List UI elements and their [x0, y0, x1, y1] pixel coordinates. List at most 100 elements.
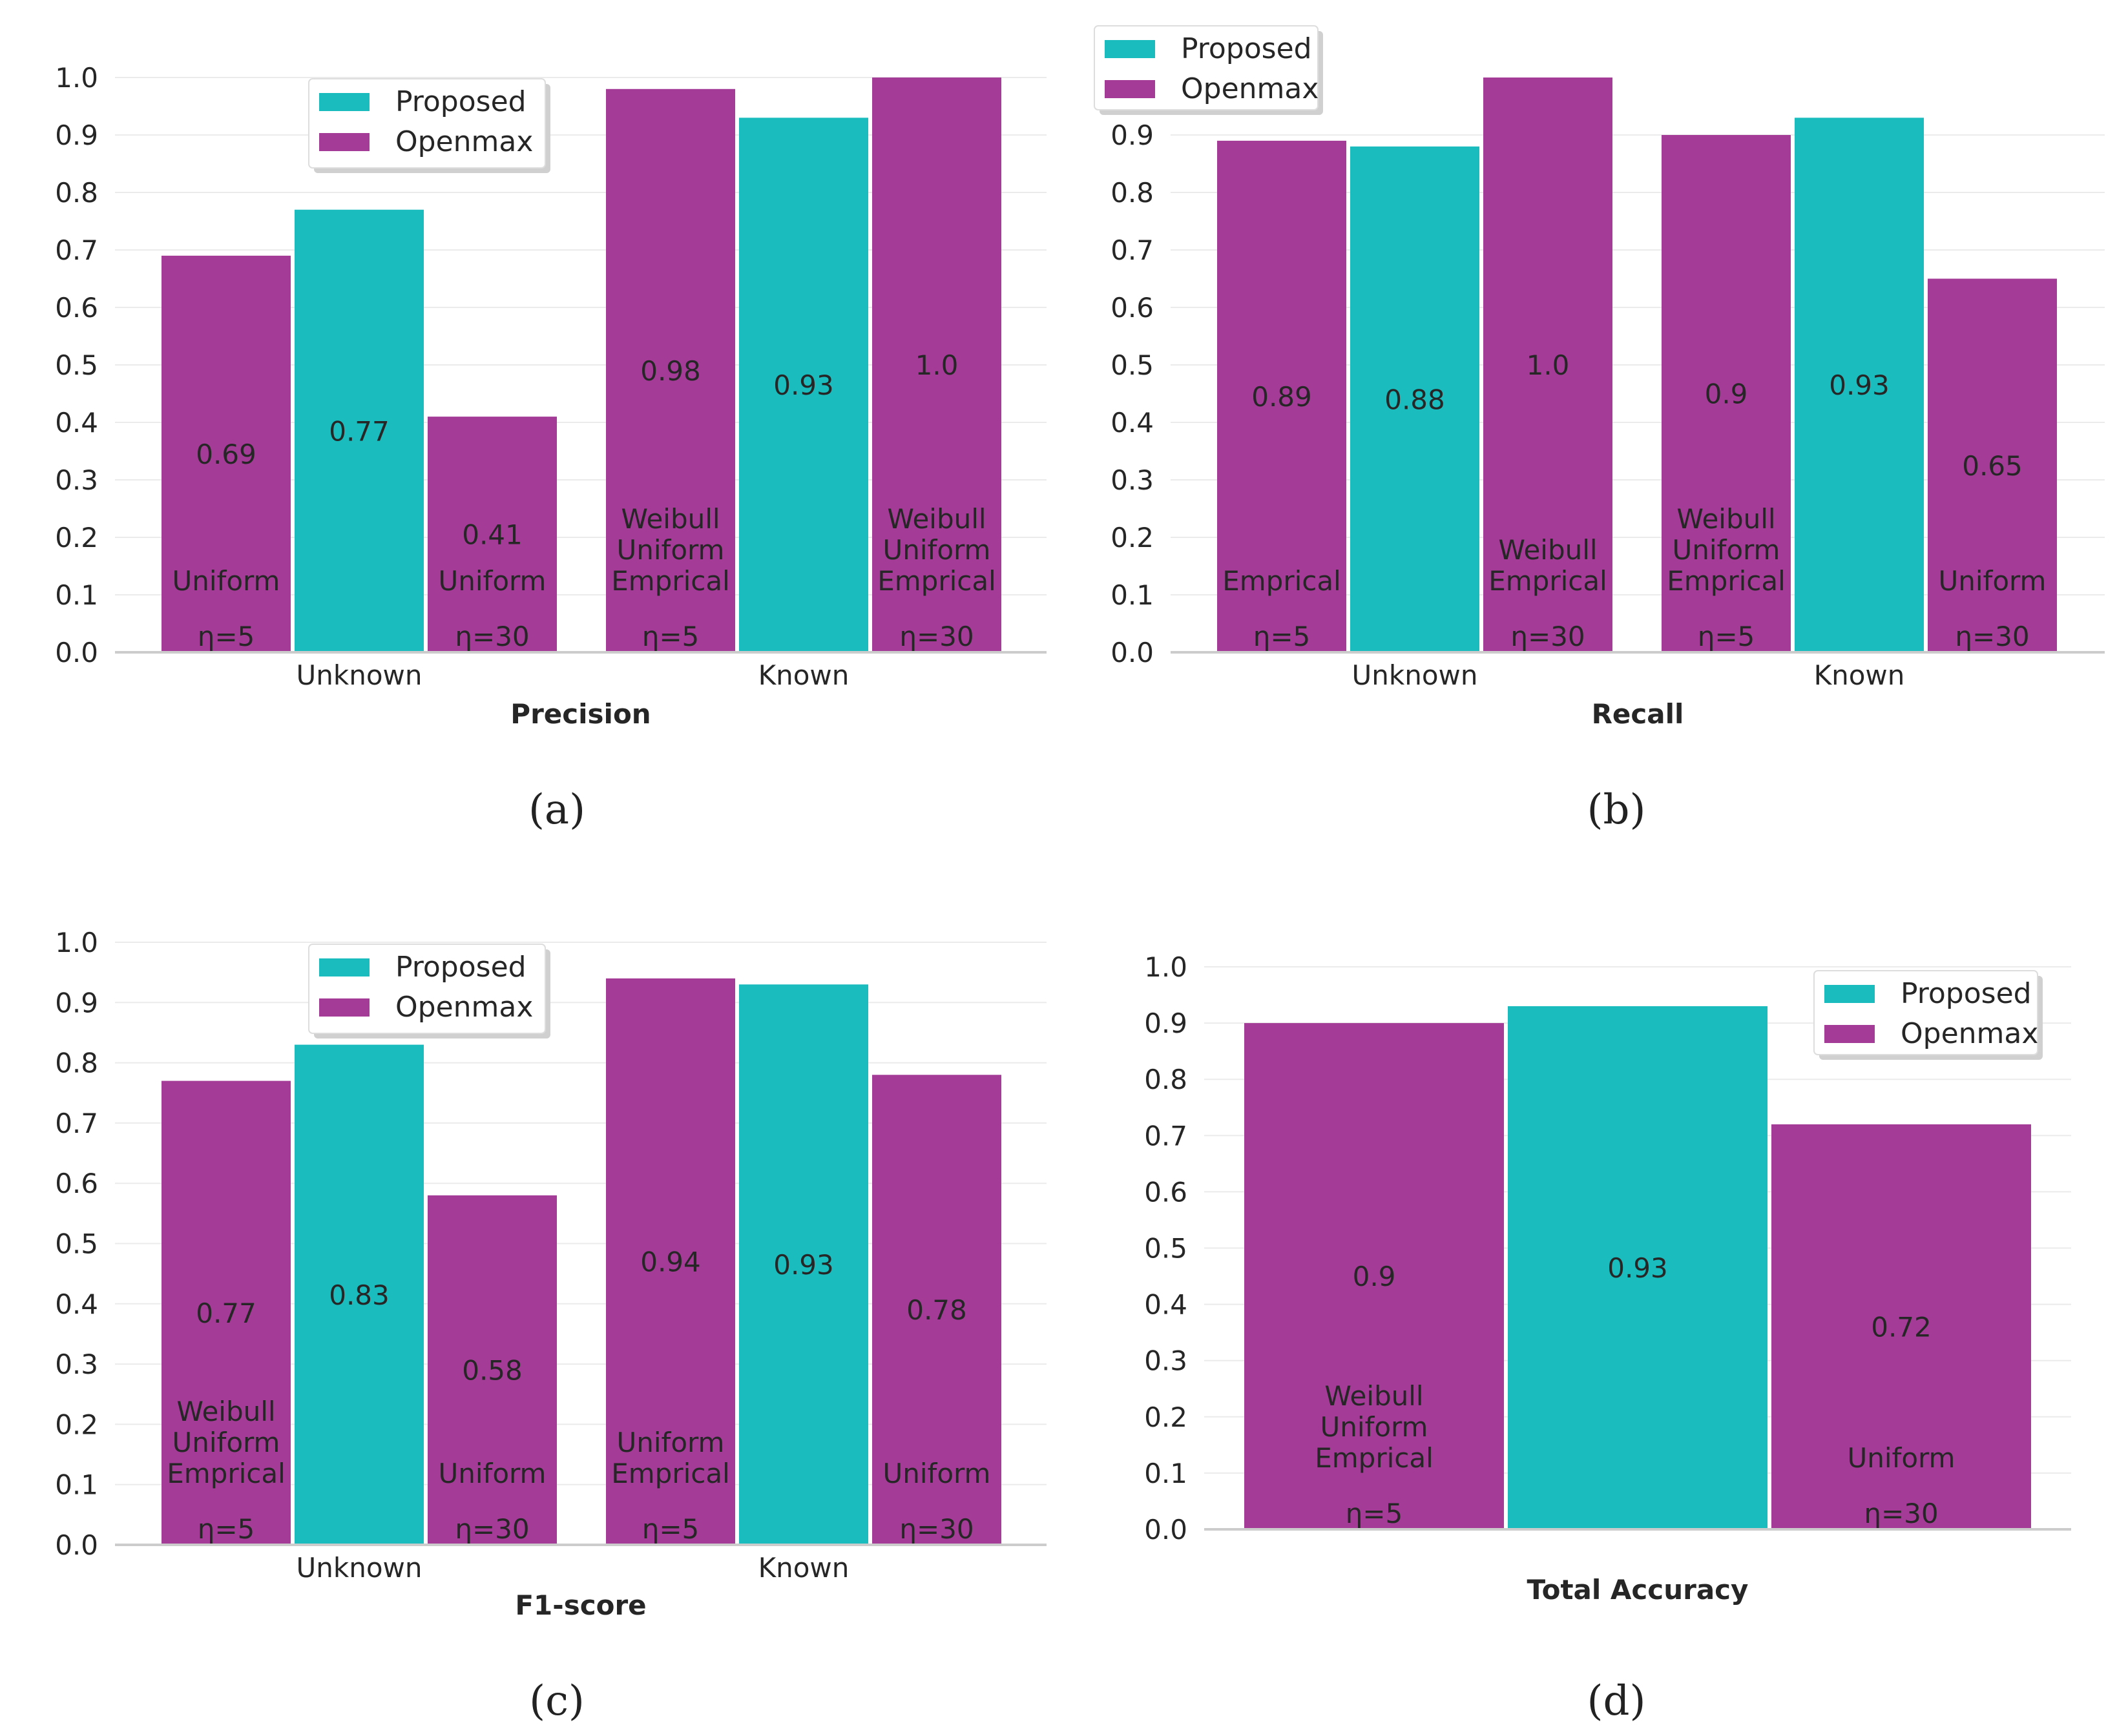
panel-caption: (b)	[1587, 786, 1646, 834]
bar-proposed	[295, 209, 424, 652]
y-tick-label: 0.1	[1144, 1458, 1187, 1489]
y-tick-label: 0.5	[1144, 1233, 1187, 1265]
y-tick-label: 0.8	[1144, 1064, 1187, 1095]
y-tick-label: 0.7	[55, 234, 98, 266]
legend: Proposed Openmax	[1813, 970, 2043, 1060]
bar-value-label: 0.83	[329, 1279, 390, 1311]
y-tick-label: 0.1	[55, 1469, 98, 1501]
bar-value-label: 0.9	[1705, 378, 1748, 410]
bar-proposed	[1795, 118, 1924, 653]
bar-value-label: 0.93	[1829, 369, 1890, 401]
bar-value-label: 0.72	[1871, 1311, 1932, 1343]
x-category-label: Unknown	[1352, 659, 1478, 691]
y-tick-label: 0.2	[55, 1409, 98, 1440]
bar-distribution-label: Emprical	[1222, 565, 1341, 597]
panel-caption: (a)	[528, 786, 585, 834]
y-tick-label: 0.0	[55, 1529, 98, 1561]
bar-distribution-label: Uniform	[439, 1458, 547, 1489]
y-tick-label: 0.1	[55, 579, 98, 611]
y-tick-label: 0.9	[1111, 119, 1154, 151]
y-tick-label: 0.1	[1111, 579, 1154, 611]
y-tick-label: 0.3	[55, 464, 98, 496]
bar-openmax	[428, 1195, 557, 1545]
bar-distribution-label: Weibull	[1498, 534, 1597, 566]
bar-distribution-label: Emprical	[877, 565, 996, 597]
bar-openmax	[872, 78, 1001, 652]
y-tick-label: 0.6	[1144, 1176, 1187, 1208]
y-tick-label: 0.9	[55, 119, 98, 151]
y-tick-label: 0.2	[55, 522, 98, 553]
bar-value-label: 0.78	[906, 1294, 967, 1326]
legend-swatch-openmax	[1824, 1025, 1875, 1043]
bar-distribution-label: Emprical	[167, 1458, 286, 1489]
bar-eta-label: η=30	[1510, 621, 1585, 652]
legend-label: Proposed	[395, 951, 527, 984]
bar-value-label: 0.65	[1962, 450, 2023, 482]
panel-caption: (c)	[529, 1677, 585, 1725]
y-tick-label: 0.4	[1111, 407, 1154, 439]
bar-eta-label: η=5	[1253, 621, 1311, 652]
bar-eta-label: η=30	[899, 1513, 974, 1545]
legend-label: Proposed	[395, 85, 527, 118]
bar-distribution-label: Uniform	[883, 534, 991, 566]
bar-openmax	[1662, 135, 1791, 652]
bar-proposed	[739, 118, 868, 653]
x-axis-label: F1-score	[515, 1589, 646, 1621]
bar-value-label: 1.0	[1527, 349, 1570, 381]
y-tick-label: 0.4	[55, 1288, 98, 1320]
y-tick-label: 0.7	[1111, 234, 1154, 266]
legend-swatch-proposed	[319, 958, 370, 976]
y-tick-label: 0.5	[55, 349, 98, 381]
x-axis-label: Recall	[1592, 698, 1684, 730]
legend-label: Openmax	[1901, 1017, 2038, 1050]
legend-label: Openmax	[1181, 72, 1319, 105]
bar-openmax	[1928, 278, 2057, 652]
bar-openmax	[606, 88, 735, 653]
bar-value-label: 0.89	[1251, 381, 1312, 413]
legend-swatch-openmax	[1105, 80, 1155, 98]
bar-distribution-label: Uniform	[1939, 565, 2047, 597]
bar-distribution-label: Weibull	[1324, 1380, 1423, 1412]
bar-eta-label: η=30	[1955, 621, 2029, 652]
y-tick-label: 0.6	[55, 1168, 98, 1199]
bar-value-label: 0.77	[329, 415, 390, 447]
legend-label: Openmax	[395, 125, 533, 158]
bar-eta-label: η=30	[455, 621, 529, 652]
bar-openmax	[1217, 140, 1346, 652]
bar-value-label: 0.41	[462, 519, 523, 551]
legend-label: Openmax	[395, 991, 533, 1024]
bar-openmax	[606, 978, 735, 1545]
bar-distribution-label: Uniform	[1848, 1442, 1955, 1474]
bar-distribution-label: Uniform	[172, 565, 280, 597]
bar-distribution-label: Weibull	[887, 503, 986, 535]
bar-openmax	[1244, 1023, 1504, 1529]
y-tick-label: 1.0	[55, 62, 98, 94]
bar-distribution-label: Emprical	[1315, 1442, 1434, 1474]
y-tick-label: 1.0	[1144, 951, 1187, 983]
y-tick-label: 0.0	[55, 637, 98, 668]
bar-value-label: 0.9	[1353, 1261, 1396, 1292]
bar-eta-label: η=30	[899, 621, 974, 652]
legend-swatch-proposed	[319, 93, 370, 111]
bar-distribution-label: Emprical	[1667, 565, 1786, 597]
y-tick-label: 0.3	[55, 1348, 98, 1380]
bar-value-label: 0.94	[640, 1246, 701, 1277]
bar-value-label: 0.88	[1384, 384, 1445, 415]
bar-distribution-label: Weibull	[621, 503, 720, 535]
y-tick-label: 0.7	[1144, 1120, 1187, 1152]
y-tick-label: 0.0	[1144, 1514, 1187, 1545]
bar-openmax	[428, 417, 557, 652]
bar-eta-label: η=5	[1698, 621, 1755, 652]
bar-eta-label: η=5	[198, 1513, 255, 1545]
y-tick-label: 0.7	[55, 1108, 98, 1139]
legend: Proposed Openmax	[1094, 25, 1323, 115]
bar-distribution-label: Emprical	[611, 565, 730, 597]
bar-openmax	[872, 1075, 1001, 1545]
y-tick-label: 0.2	[1144, 1401, 1187, 1433]
legend: Proposed Openmax	[308, 944, 550, 1038]
bar-openmax	[162, 1080, 291, 1545]
y-tick-label: 0.6	[55, 292, 98, 324]
bar-value-label: 1.0	[915, 349, 959, 381]
bar-proposed	[1350, 146, 1479, 653]
y-tick-label: 0.5	[55, 1228, 98, 1260]
